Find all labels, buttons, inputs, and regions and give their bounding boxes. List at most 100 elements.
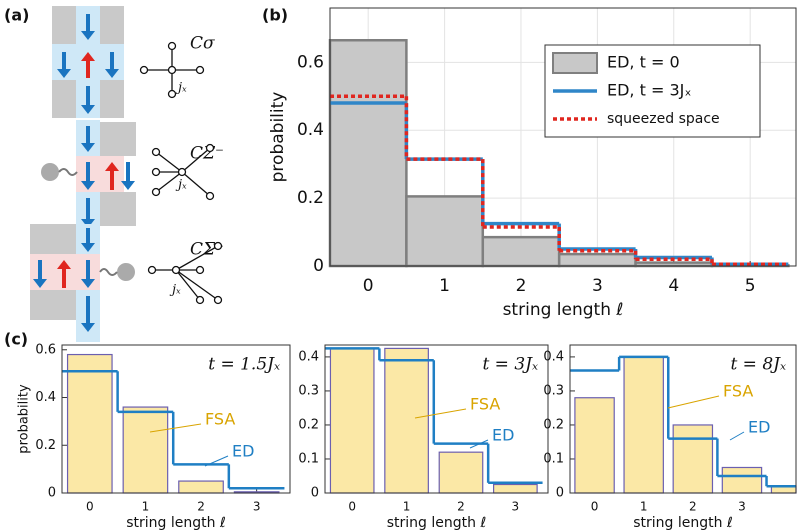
arrow-head xyxy=(57,260,71,269)
graph-edge xyxy=(175,269,219,301)
axes-frame xyxy=(329,7,797,267)
tile xyxy=(100,122,136,156)
chart: 0 0.2 0.4 0.6 0 1 2 3 string length ℓ probability… xyxy=(17,342,291,531)
annotation: FSA xyxy=(723,382,753,401)
x-tick-label: 3 xyxy=(512,500,520,514)
tile xyxy=(100,192,136,226)
legend-label: ED, t = 0 xyxy=(607,53,680,72)
graph-node xyxy=(195,65,205,75)
graph-node xyxy=(205,191,215,201)
bar xyxy=(384,347,429,494)
chart-title: t = 3Jₓ xyxy=(482,355,538,375)
graph-edge xyxy=(155,171,183,193)
bar xyxy=(438,451,484,494)
diagram xyxy=(30,6,223,342)
y-tick-label: 0.6 xyxy=(35,342,56,357)
graph-node xyxy=(205,143,215,153)
y-tick-label: 0.2 xyxy=(297,188,324,208)
annotation-leader xyxy=(149,423,202,433)
y-tick-label: 0.2 xyxy=(543,417,564,432)
y-tick-label: 0.4 xyxy=(35,390,56,405)
x-axis-label: string length ℓ xyxy=(387,515,487,531)
graph-node xyxy=(213,241,223,251)
bar xyxy=(574,397,615,494)
y-tick-label: 0 xyxy=(48,486,56,501)
graph-node xyxy=(139,65,149,75)
legend-label: ED, t = 3Jₓ xyxy=(607,81,691,100)
x-tick-label: 1 xyxy=(142,500,150,514)
x-axis-label: string length ℓ xyxy=(503,300,624,320)
chart: 0 0.1 0.2 0.3 0.4 0 1 2 3 string length ℓ t = 8Jₓ F… xyxy=(543,344,797,531)
string xyxy=(99,268,118,276)
graph-edge xyxy=(181,147,211,173)
x-tick-label: 3 xyxy=(253,500,261,514)
tile xyxy=(100,80,124,118)
hole xyxy=(41,163,59,181)
graph-edge xyxy=(155,151,183,173)
annotation-leader xyxy=(469,439,489,449)
x-tick-label: 2 xyxy=(197,500,205,514)
panel-label: (c) xyxy=(4,330,28,349)
tile xyxy=(30,224,76,254)
graph-node xyxy=(151,167,161,177)
tile xyxy=(52,80,76,118)
y-tick-label: 0.1 xyxy=(298,451,319,466)
y-tick-label: 0 xyxy=(311,486,319,501)
arrow-head xyxy=(81,105,95,114)
arrow-head xyxy=(105,162,119,171)
chart: 0 0.2 0.4 0.6 0 1 2 3 4 5 string length ℓ probabili… xyxy=(268,7,797,320)
x-tick-label: 2 xyxy=(457,500,465,514)
annotation-leader xyxy=(414,408,467,419)
graph-node xyxy=(171,265,181,275)
tile xyxy=(100,6,124,44)
graph-node xyxy=(147,265,157,275)
x-tick-label: 0 xyxy=(348,500,356,514)
arrow-head xyxy=(81,323,95,332)
x-tick-label: 0 xyxy=(591,500,599,514)
y-axis-label: probability xyxy=(17,384,32,454)
diagram-site: jₓ xyxy=(175,178,187,193)
arrow-head xyxy=(121,181,135,190)
chart-title: t = 1.5Jₓ xyxy=(208,355,280,375)
graph-node xyxy=(167,41,177,51)
diagram-site: jₓ xyxy=(169,283,181,298)
bar xyxy=(329,347,375,494)
bar xyxy=(122,406,169,494)
arrow-head xyxy=(81,181,95,190)
annotation: ED xyxy=(232,442,254,461)
bar xyxy=(328,39,408,268)
x-tick-label: 0 xyxy=(86,500,94,514)
chart-title: t = 8Jₓ xyxy=(730,355,786,375)
axes-frame xyxy=(61,344,291,494)
x-tick-label: 2 xyxy=(516,276,527,296)
y-tick-label: 0 xyxy=(313,256,324,276)
arrow-head xyxy=(81,52,95,61)
diagram-symbol: Cσ xyxy=(190,34,215,54)
y-axis-label: probability xyxy=(268,92,288,183)
x-tick-label: 2 xyxy=(689,500,697,514)
legend-label: squeezed space xyxy=(607,111,720,127)
x-axis-label: string length ℓ xyxy=(633,515,733,531)
tile xyxy=(52,6,76,44)
y-tick-label: 0.3 xyxy=(543,383,564,398)
bar xyxy=(66,353,113,494)
arrow-head xyxy=(81,31,95,40)
axes-frame xyxy=(569,344,797,494)
y-tick-label: 0.4 xyxy=(298,349,319,364)
diagram-site: jₓ xyxy=(175,81,187,96)
axes-frame xyxy=(324,344,549,494)
legend-swatch xyxy=(552,52,598,74)
bar xyxy=(623,356,664,494)
y-tick-label: 0.1 xyxy=(543,451,564,466)
arrow-head xyxy=(81,219,95,228)
string xyxy=(58,168,78,176)
arrow-head xyxy=(81,279,95,288)
x-axis-label: string length ℓ xyxy=(126,515,226,531)
graph-node xyxy=(167,89,177,99)
arrow-head xyxy=(33,279,47,288)
bar xyxy=(405,195,485,268)
annotation: ED xyxy=(492,426,514,445)
bar xyxy=(178,480,224,494)
bar xyxy=(634,261,714,268)
